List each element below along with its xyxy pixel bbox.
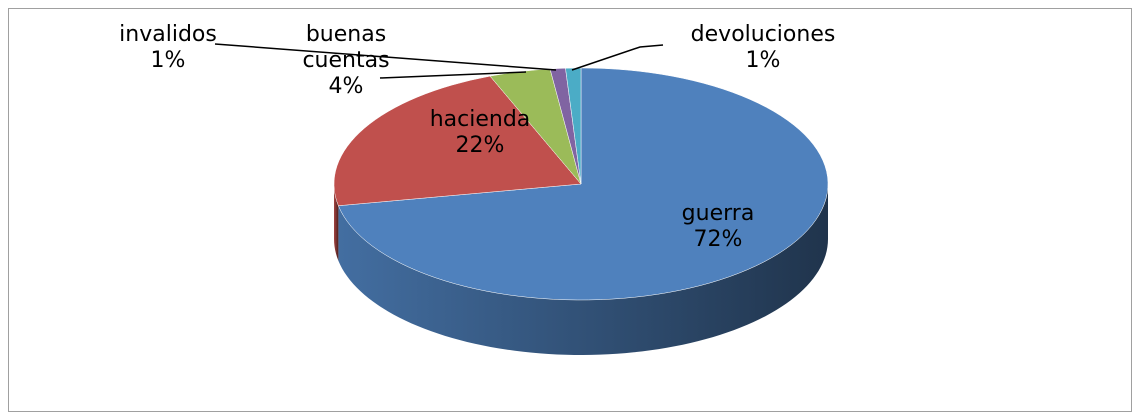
category-label: buenas cuentas [302, 22, 390, 73]
slice-label: guerra 72% [618, 201, 818, 253]
pie-slice [338, 67, 829, 301]
category-label: hacienda [429, 107, 531, 132]
slice-label: hacienda 22% [380, 107, 580, 159]
leader-line [571, 44, 664, 71]
value-label: 22% [455, 133, 505, 158]
value-label: 1% [745, 48, 781, 73]
value-label: 1% [150, 48, 186, 73]
category-label: devoluciones [690, 22, 836, 47]
value-label: 72% [693, 227, 743, 252]
leader-line [379, 71, 527, 79]
slice-label: invalidos 1% [68, 22, 268, 74]
pie-slice [333, 75, 582, 207]
slice-label: buenas cuentas 4% [291, 22, 401, 100]
value-label: 4% [328, 74, 364, 99]
leader-line [214, 43, 557, 71]
category-label: invalidos [119, 22, 217, 47]
pie-side [338, 184, 828, 355]
slice-label: devoluciones 1% [653, 22, 873, 74]
pie-slice [565, 67, 582, 185]
category-label: guerra [681, 201, 755, 226]
